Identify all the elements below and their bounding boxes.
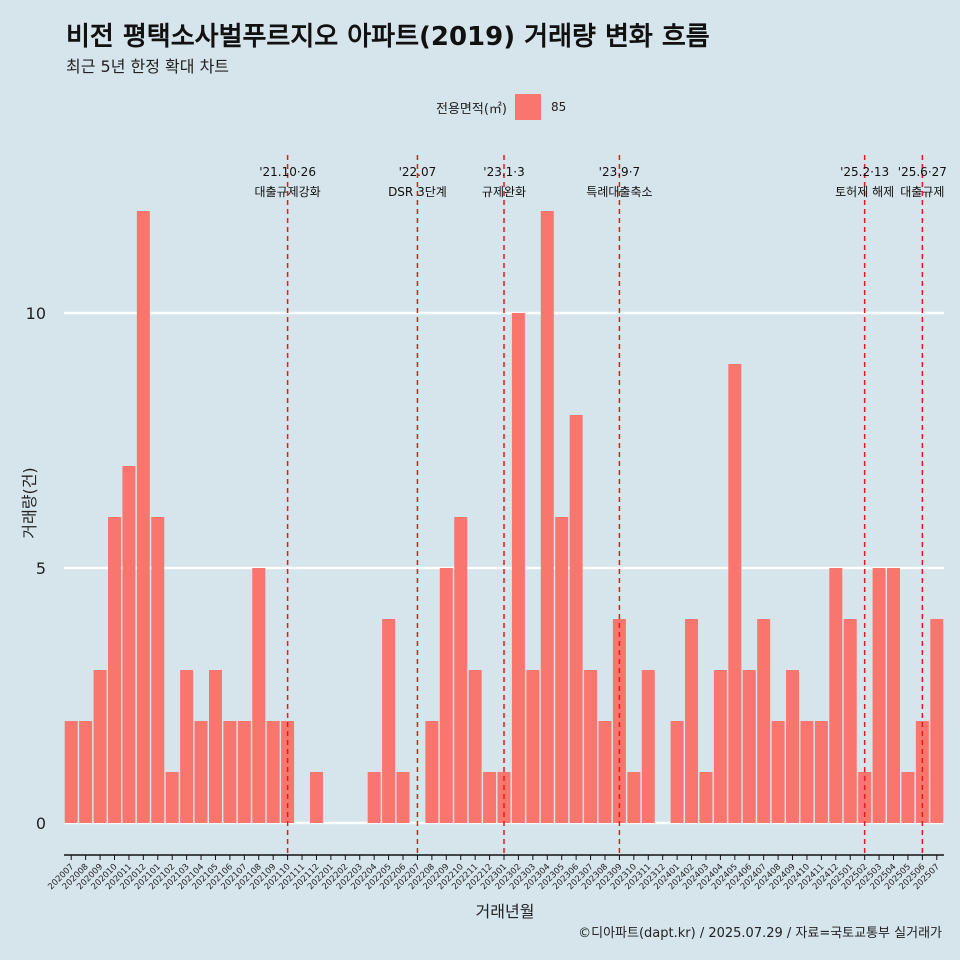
bar-202212 bbox=[483, 772, 497, 823]
bar-202009 bbox=[93, 670, 107, 823]
bar-202107 bbox=[237, 721, 251, 823]
bar-202209 bbox=[439, 568, 453, 823]
bar-202305 bbox=[555, 517, 569, 823]
legend-swatch bbox=[514, 94, 541, 120]
bar-202206 bbox=[396, 772, 410, 823]
bar-202401 bbox=[670, 721, 684, 823]
chart-subtitle: 최근 5년 한정 확대 차트 bbox=[66, 57, 230, 76]
bar-202302 bbox=[511, 313, 525, 823]
bar-202411 bbox=[814, 721, 828, 823]
bar-202101 bbox=[151, 517, 165, 823]
bar-202504 bbox=[887, 568, 900, 823]
bar-202310 bbox=[627, 772, 641, 823]
bar-202501 bbox=[843, 619, 857, 823]
bar-202012 bbox=[136, 211, 150, 823]
bar-202102 bbox=[165, 772, 179, 823]
annotation-label: 토허제 해제 bbox=[835, 185, 894, 199]
bar-202404 bbox=[713, 670, 727, 823]
y-axis-label: 거래량(건) bbox=[20, 467, 39, 539]
y-axis-ticks: 0 5 10 bbox=[26, 304, 46, 833]
bar-202311 bbox=[641, 670, 655, 823]
y-tick-label: 5 bbox=[36, 559, 46, 578]
bar-202208 bbox=[425, 721, 439, 823]
bar-202410 bbox=[800, 721, 814, 823]
annotation-label: 대출규제 bbox=[900, 185, 944, 199]
bar-202403 bbox=[699, 772, 713, 823]
annotation-date: '21.10·26 bbox=[259, 165, 316, 179]
bars bbox=[64, 211, 944, 823]
bar-202106 bbox=[223, 721, 237, 823]
bar-202507 bbox=[930, 619, 944, 823]
x-axis: 2020072020082020092020102020112020122021… bbox=[46, 854, 944, 892]
bar-202412 bbox=[829, 568, 843, 823]
bar-202308 bbox=[598, 721, 612, 823]
bar-202204 bbox=[367, 772, 381, 823]
annotation-date: '25.6·27 bbox=[898, 165, 947, 179]
bar-202406 bbox=[742, 670, 756, 823]
bar-202409 bbox=[786, 670, 800, 823]
bar-202303 bbox=[526, 670, 540, 823]
bar-202505 bbox=[901, 772, 915, 823]
legend-label: 85 bbox=[550, 100, 567, 114]
bar-202503 bbox=[872, 568, 886, 823]
bar-202407 bbox=[757, 619, 771, 823]
bar-202211 bbox=[468, 670, 482, 823]
bar-202007 bbox=[64, 721, 78, 823]
chart-title: 비전 평택소사벌푸르지오 아파트(2019) 거래량 변화 흐름 bbox=[66, 22, 710, 52]
bar-202309 bbox=[612, 619, 626, 823]
bar-202306 bbox=[569, 415, 583, 823]
annotation-date: '23.9·7 bbox=[599, 165, 640, 179]
bar-202008 bbox=[79, 721, 93, 823]
bar-202011 bbox=[122, 466, 136, 823]
annotation-date: '23.1·3 bbox=[483, 165, 524, 179]
annotation-label: 특례대출축소 bbox=[586, 185, 652, 199]
bar-202307 bbox=[584, 670, 598, 823]
bar-202010 bbox=[108, 517, 121, 823]
bar-202103 bbox=[180, 670, 194, 823]
bar-202304 bbox=[540, 211, 554, 823]
annotation-date: '25.2·13 bbox=[840, 165, 889, 179]
bar-202105 bbox=[208, 670, 222, 823]
annotation-date: '22.07 bbox=[399, 165, 437, 179]
bar-202402 bbox=[685, 619, 699, 823]
bar-202205 bbox=[382, 619, 396, 823]
bar-202104 bbox=[194, 721, 208, 823]
annotation-label: 규제완화 bbox=[482, 185, 526, 199]
bar-202408 bbox=[771, 721, 785, 823]
bar-202109 bbox=[266, 721, 280, 823]
y-tick-label: 10 bbox=[26, 304, 46, 323]
x-axis-label: 거래년월 bbox=[475, 902, 535, 921]
bar-202108 bbox=[252, 568, 266, 823]
legend-title: 전용면적(㎡) bbox=[436, 101, 507, 117]
bar-202210 bbox=[454, 517, 468, 823]
bar-202405 bbox=[728, 364, 742, 823]
legend: 전용면적(㎡) 85 bbox=[436, 94, 566, 120]
annotation-label: 대출규제강화 bbox=[254, 185, 320, 199]
y-tick-label: 0 bbox=[36, 814, 46, 833]
source-caption: ©디아파트(dapt.kr) / 2025.07.29 / 자료=국토교통부 실… bbox=[578, 926, 942, 941]
bar-202112 bbox=[309, 772, 323, 823]
annotations: '21.10·26 대출규제강화 '22.07 DSR 3단계 '23.1·3 규제완화 '… bbox=[254, 155, 947, 855]
annotation-label: DSR 3단계 bbox=[388, 185, 447, 199]
